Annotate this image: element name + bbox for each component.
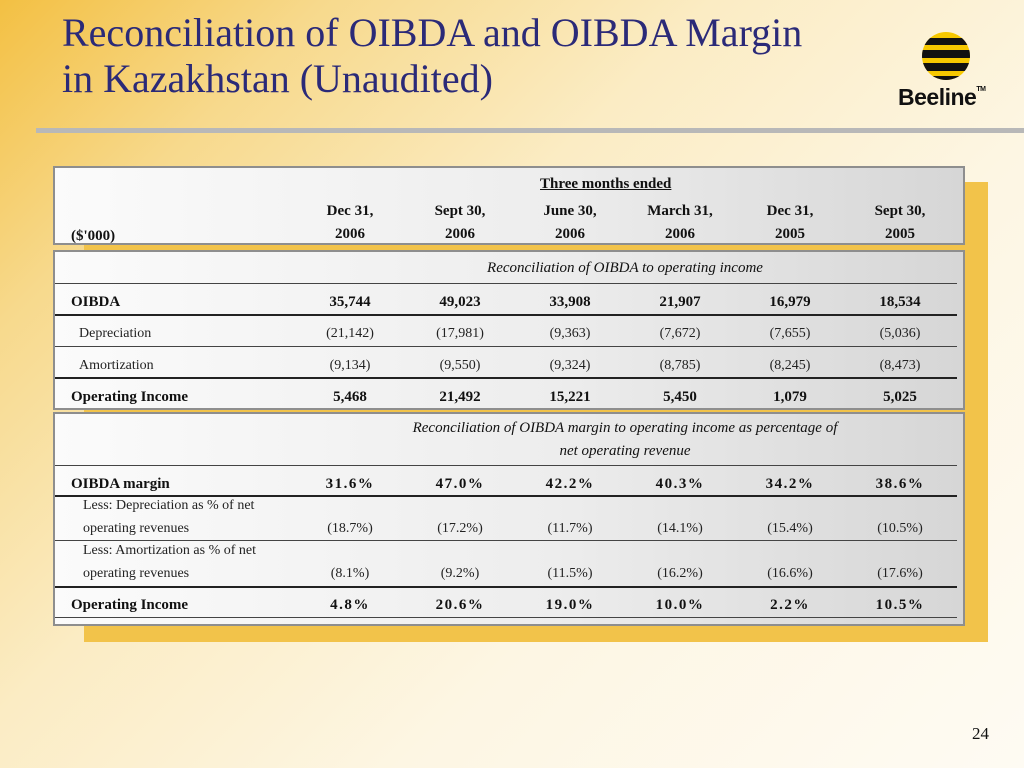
table-cell: 20.6% (435, 597, 485, 613)
divider (55, 346, 957, 347)
row-label: operating revenues (83, 566, 190, 581)
table-cell: 4.8% (330, 597, 370, 613)
slide-title: Reconciliation of OIBDA and OIBDA Margin… (62, 10, 922, 102)
table-cell: (8,785) (659, 358, 701, 373)
column-header: 2005 (885, 226, 915, 242)
column-header: 2006 (335, 226, 365, 242)
row-label: Amortization (79, 358, 154, 373)
table-cell: 15,221 (549, 389, 591, 405)
row-label: operating revenues (83, 521, 190, 536)
section-caption: net operating revenue (559, 443, 691, 459)
oibda-margin-reconciliation-panel: Reconciliation of OIBDA margin to operat… (53, 412, 965, 626)
table-cell: 1,079 (773, 389, 807, 405)
slide-title-line1: Reconciliation of OIBDA and OIBDA Margin (62, 10, 803, 55)
table-cell: 21,492 (439, 389, 481, 405)
column-header: Dec 31, (766, 203, 814, 219)
table-cell: 5,025 (883, 389, 917, 405)
table-cell: (17.2%) (437, 521, 483, 536)
row-label: Less: Depreciation as % of net (83, 498, 255, 513)
table-cell: 38.6% (875, 476, 925, 492)
divider (55, 617, 957, 618)
table-cell: 2.2% (770, 597, 810, 613)
table-cell: (9,363) (549, 326, 591, 341)
table-cell: (7,655) (769, 326, 811, 341)
row-label: Operating Income (71, 389, 189, 405)
divider (55, 283, 957, 284)
beeline-striped-ball-icon (922, 32, 970, 80)
table-cell: (8,245) (769, 358, 811, 373)
table-cell: (10.5%) (877, 521, 923, 536)
table-cell: 18,534 (879, 294, 921, 310)
title-divider (36, 128, 1024, 133)
table-cell: 10.5% (875, 597, 925, 613)
oibda-reconciliation-panel: Reconciliation of OIBDA to operating inc… (53, 250, 965, 410)
table-cell: (9.2%) (440, 566, 480, 581)
column-header: 2006 (445, 226, 475, 242)
table-cell: (17.6%) (877, 566, 923, 581)
table-cell: (8,473) (879, 358, 921, 373)
row-label: Operating Income (71, 597, 189, 613)
divider (55, 586, 957, 588)
table-cell: 5,450 (663, 389, 697, 405)
divider (55, 495, 957, 497)
table-cell: (7,672) (659, 326, 701, 341)
divider (55, 314, 957, 316)
column-header: June 30, (543, 203, 597, 219)
column-header: 2005 (775, 226, 805, 242)
unit-label: ($'000) (71, 228, 116, 244)
column-header: Dec 31, (326, 203, 374, 219)
slide-title-line2: in Kazakhstan (Unaudited) (62, 56, 493, 101)
table-cell: 34.2% (765, 476, 815, 492)
column-header: March 31, (647, 203, 713, 219)
divider (55, 377, 957, 379)
divider (55, 540, 957, 541)
table-cell: (9,134) (329, 358, 371, 373)
table-cell: 40.3% (655, 476, 705, 492)
table-cell: (16.2%) (657, 566, 703, 581)
table-cell: (8.1%) (330, 566, 370, 581)
section-caption: Reconciliation of OIBDA to operating inc… (487, 260, 763, 276)
column-header: 2006 (555, 226, 585, 242)
row-label: OIBDA (71, 294, 121, 310)
table-cell: (15.4%) (767, 521, 813, 536)
table-cell: (5,036) (879, 326, 921, 341)
beeline-logo-text: BeelineTM (898, 84, 986, 110)
page-number: 24 (972, 724, 989, 743)
table-cell: (17,981) (436, 326, 484, 341)
table-cell: 5,468 (333, 389, 367, 405)
group-header: Three months ended (540, 176, 672, 192)
table-cell: 35,744 (329, 294, 371, 310)
table-cell: (9,324) (549, 358, 591, 373)
table-cell: (18.7%) (327, 521, 373, 536)
table-cell: 21,907 (659, 294, 701, 310)
table-cell: (21,142) (326, 326, 374, 341)
section-caption: Reconciliation of OIBDA margin to operat… (412, 420, 838, 436)
table-cell: (11.5%) (547, 566, 593, 581)
table-cell: (11.7%) (547, 521, 593, 536)
divider (55, 465, 957, 466)
table-cell: 42.2% (545, 476, 595, 492)
table-cell: 49,023 (439, 294, 481, 310)
column-header: Sept 30, (434, 203, 486, 219)
row-label: Depreciation (79, 326, 152, 341)
table-cell: (16.6%) (767, 566, 813, 581)
table-cell: (14.1%) (657, 521, 703, 536)
table-cell: 47.0% (435, 476, 485, 492)
table-cell: 16,979 (769, 294, 811, 310)
row-label: Less: Amortization as % of net (83, 543, 257, 558)
table-cell: 19.0% (545, 597, 595, 613)
column-header: Sept 30, (874, 203, 926, 219)
column-header: 2006 (665, 226, 695, 242)
row-label: OIBDA margin (71, 476, 170, 492)
table-cell: 33,908 (549, 294, 591, 310)
table-cell: 10.0% (655, 597, 705, 613)
table-header-panel: Three months ended ($'000) Dec 31, 2006 … (53, 166, 965, 245)
table-cell: 31.6% (325, 476, 375, 492)
table-cell: (9,550) (439, 358, 481, 373)
